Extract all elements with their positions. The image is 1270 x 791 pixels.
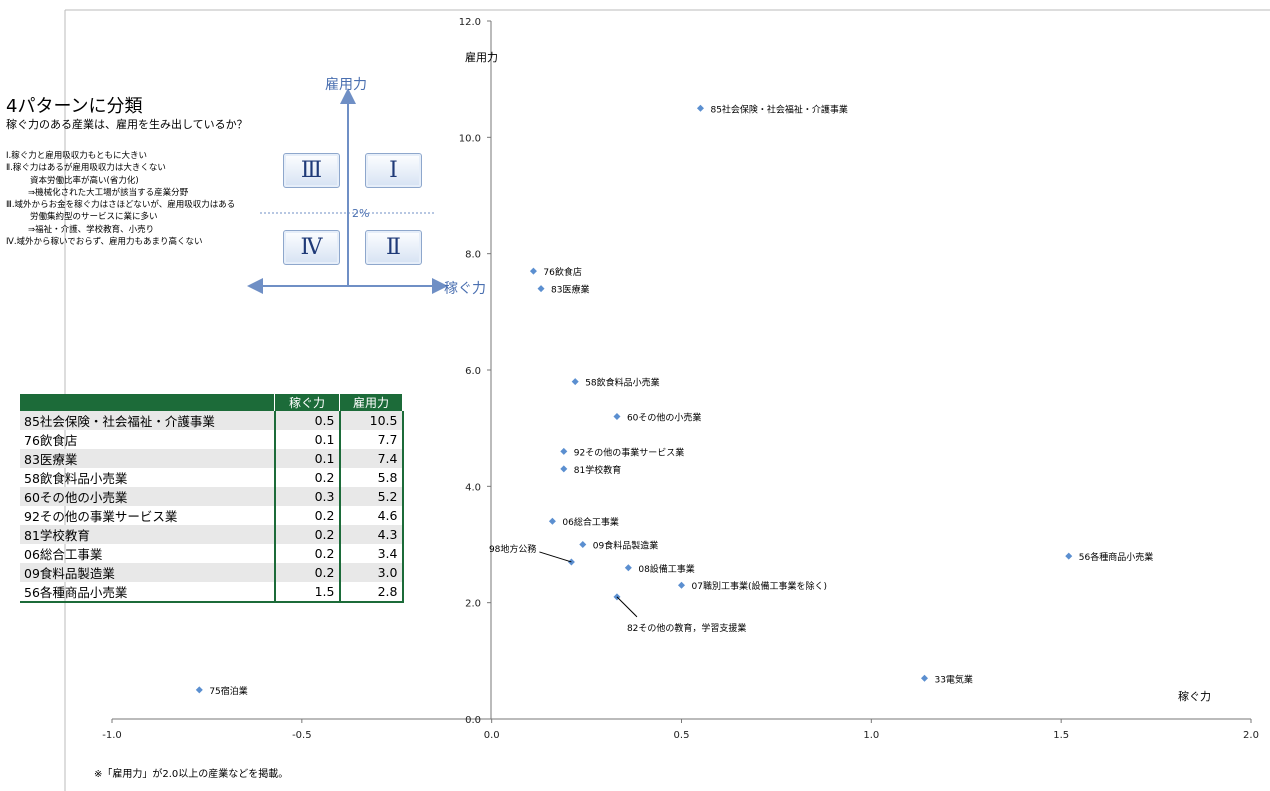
- data-point-marker: [560, 447, 568, 455]
- y-tick-label: 10.0: [459, 133, 481, 144]
- x-tick-label: 1.5: [1053, 730, 1069, 741]
- data-point-label: 33電気業: [934, 673, 972, 685]
- data-point-label: 07職別工事業(設備工事業を除く): [692, 580, 827, 592]
- y-tick-label: 0.0: [465, 715, 481, 726]
- data-point-marker: [696, 104, 704, 112]
- x-tick-label: 0.0: [484, 730, 500, 741]
- data-point-label: 82その他の教育，学習支援業: [627, 622, 746, 634]
- data-point-label: 75宿泊業: [209, 685, 247, 697]
- data-point-marker: [579, 541, 587, 548]
- x-tick-label: 2.0: [1243, 730, 1259, 741]
- y-tick-label: 2.0: [465, 599, 481, 610]
- y-tick-label: 4.0: [465, 482, 481, 493]
- data-point-marker: [920, 674, 928, 682]
- data-point-marker: [195, 686, 203, 694]
- x-tick-label: -0.5: [292, 730, 312, 741]
- x-axis-title: 稼ぐ力: [1178, 689, 1211, 703]
- data-point-label: 98地方公務: [489, 543, 536, 555]
- data-point-marker: [548, 517, 556, 525]
- data-point-marker: [678, 581, 685, 589]
- data-point-label: 06総合工事業: [562, 516, 618, 528]
- data-point-marker: [560, 465, 568, 473]
- y-axis-title: 雇用力: [465, 50, 498, 64]
- data-point-label: 60その他の小売業: [627, 412, 701, 424]
- data-point-label: 09食料品製造業: [593, 540, 658, 552]
- data-point-marker: [571, 378, 579, 386]
- x-tick-label: 1.0: [863, 730, 879, 741]
- data-point-label: 85社会保険・社会福祉・介護事業: [710, 103, 847, 115]
- data-point-label: 08設備工事業: [638, 563, 694, 575]
- y-tick-label: 12.0: [459, 17, 481, 28]
- data-point-label: 81学校教育: [574, 464, 621, 476]
- callout-line: [539, 551, 572, 563]
- data-point-label: 92その他の事業サービス業: [574, 446, 684, 458]
- y-tick-label: 8.0: [465, 250, 481, 261]
- axes: -1.0 -0.5 0.0 0.5 1.0 1.5 2.0 0.0 2.0 4.0 6.0 8.0 10…: [102, 17, 1259, 741]
- y-tick-label: 6.0: [465, 366, 481, 377]
- data-point-marker: [613, 413, 621, 421]
- data-point-marker: [1065, 552, 1073, 560]
- data-point-marker: [537, 285, 545, 293]
- data-point-label: 76飲食店: [543, 266, 581, 278]
- data-point-marker: [529, 267, 537, 275]
- callout-line: [616, 596, 638, 618]
- data-points: 85社会保険・社会福祉・介護事業 76飲食店 83医療業 58飲食料品小売業 60その他…: [195, 103, 1153, 697]
- data-point-marker: [624, 564, 632, 572]
- x-tick-label: 0.5: [674, 730, 690, 741]
- data-point-label: 58飲食料品小売業: [585, 377, 659, 389]
- data-point-label: 56各種商品小売業: [1079, 551, 1153, 563]
- data-point-label: 83医療業: [551, 284, 589, 296]
- x-tick-label: -1.0: [102, 730, 122, 741]
